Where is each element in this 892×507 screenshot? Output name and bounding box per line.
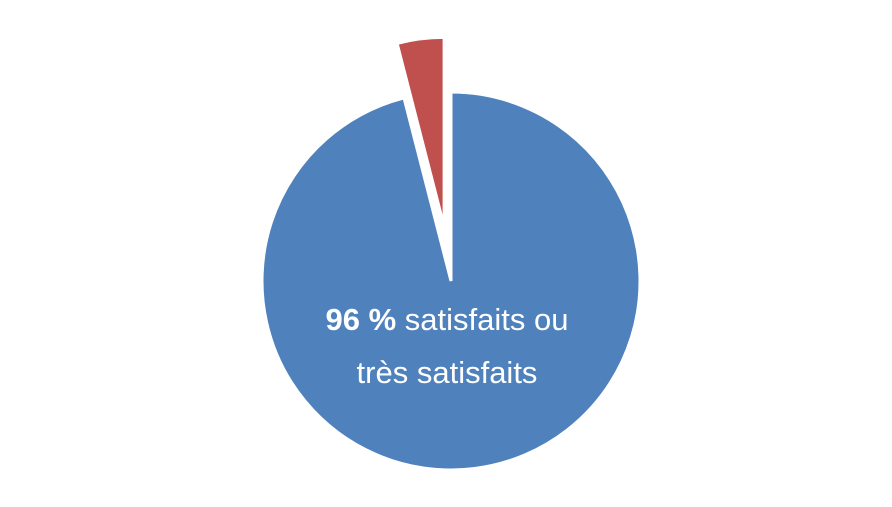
pie-annotation-text: satisfaits ou bbox=[396, 302, 569, 337]
pie-annotation-line-2: très satisfaits bbox=[356, 355, 538, 390]
pie-slice-2 bbox=[395, 35, 446, 227]
pie-annotation-line-1: 96 % satisfaits ou bbox=[247, 302, 647, 338]
pie-slice-1 bbox=[260, 90, 642, 472]
pie-annotation-value: 96 % bbox=[325, 302, 397, 337]
